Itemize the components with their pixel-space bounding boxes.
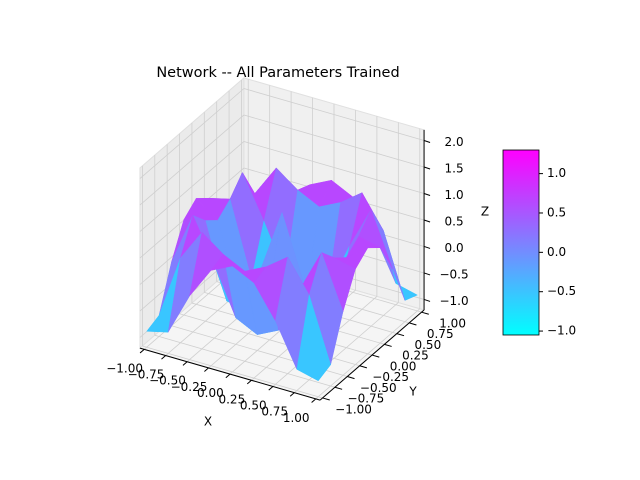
tick-mark — [334, 386, 343, 390]
tick-mark — [204, 367, 209, 372]
tick-mark — [421, 311, 429, 315]
tick-mark — [384, 343, 392, 347]
tick-mark — [268, 386, 274, 391]
colorbar-tick-label: −0.5 — [547, 284, 576, 298]
y-tick-label: −0.25 — [372, 370, 409, 384]
x-tick-label: −1.00 — [106, 361, 143, 375]
tick-mark — [423, 245, 431, 249]
colorbar-tick-label: 0.5 — [547, 205, 566, 219]
y-tick-label: −1.00 — [335, 402, 372, 416]
x-tick-label: 1.00 — [283, 411, 310, 425]
tick-mark — [347, 376, 355, 380]
colorbar-tick-label: 0.0 — [547, 245, 566, 259]
x-tick-label: 0.75 — [261, 405, 288, 419]
grid-line — [139, 88, 245, 179]
tick-mark — [139, 348, 145, 354]
grid-line — [243, 141, 425, 194]
colorbar-tick-label: −1.0 — [547, 324, 576, 338]
z-tick-label: 0.0 — [445, 241, 464, 255]
y-tick-label: 0.25 — [402, 349, 429, 363]
tick-mark — [289, 392, 295, 397]
tick-mark — [182, 361, 188, 366]
x-tick-label: −0.50 — [149, 374, 186, 388]
x-axis-label: X — [204, 415, 212, 429]
chart-title: Network -- All Parameters Trained — [156, 65, 399, 81]
grid-line — [139, 141, 245, 232]
grid-line — [243, 88, 425, 141]
x-tick-label: −0.75 — [128, 368, 165, 382]
z-tick-label: 2.0 — [445, 135, 464, 149]
y-tick-label: 0.00 — [390, 359, 417, 373]
x-tick-label: 0.50 — [240, 398, 267, 412]
tick-mark — [423, 219, 431, 223]
x-tick-label: 0.25 — [218, 392, 245, 406]
grid-line — [243, 114, 425, 168]
y-axis-line — [319, 309, 425, 401]
tick-mark — [371, 354, 380, 358]
tick-mark — [396, 333, 405, 337]
surface-patch — [296, 294, 331, 382]
tick-mark — [423, 298, 431, 302]
tick-mark — [409, 322, 417, 326]
tick-mark — [359, 365, 368, 369]
colorbar-tick-label: 1.0 — [547, 166, 566, 180]
y-tick-label: −0.75 — [348, 392, 385, 406]
z-tick-label: −0.5 — [439, 267, 468, 281]
tick-mark — [423, 166, 431, 170]
x-tick-label: 0.00 — [197, 386, 224, 400]
grid-line — [142, 345, 323, 399]
z-tick-label: −1.0 — [439, 294, 468, 308]
tick-mark — [225, 373, 231, 379]
y-tick-label: 0.75 — [427, 327, 454, 341]
x-tick-label: −0.25 — [171, 380, 208, 394]
y-tick-label: 1.00 — [439, 316, 466, 330]
tick-mark — [322, 397, 330, 401]
grid-line — [154, 334, 336, 388]
y-tick-label: −0.50 — [360, 381, 397, 395]
x-axis-line — [139, 347, 321, 401]
tick-mark — [423, 140, 431, 143]
y-tick-label: 0.50 — [414, 338, 441, 352]
z-tick-label: 1.0 — [445, 188, 464, 202]
colorbar — [502, 149, 540, 336]
z-tick-label: 1.5 — [445, 161, 464, 175]
tick-mark — [311, 398, 317, 403]
grid-line — [139, 114, 245, 206]
y-axis-label: Y — [408, 385, 417, 399]
z-tick-label: 0.5 — [445, 214, 464, 228]
tick-mark — [423, 193, 431, 196]
tick-mark — [246, 379, 252, 385]
z-axis-label: Z — [481, 205, 489, 219]
tick-mark — [161, 355, 166, 360]
tick-mark — [423, 272, 431, 276]
